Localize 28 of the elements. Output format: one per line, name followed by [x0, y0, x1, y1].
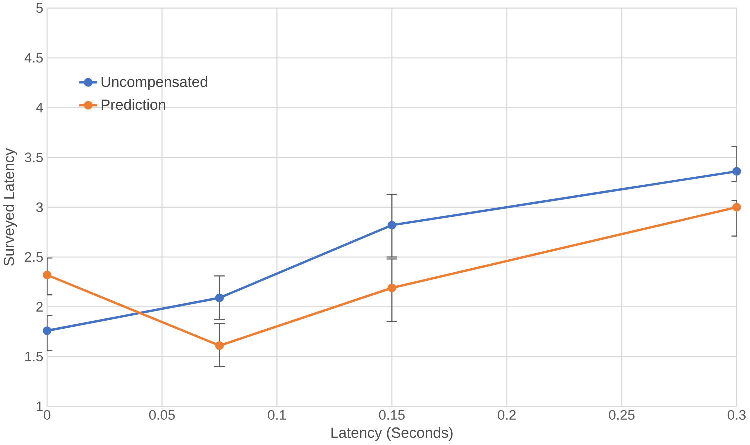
x-tick-label: 0.05	[149, 410, 176, 420]
y-tick-label: 5	[36, 4, 44, 14]
x-tick-label: 0.1	[268, 410, 286, 420]
point	[43, 326, 52, 336]
point	[215, 294, 224, 303]
point	[215, 342, 224, 350]
y-tick-label: 4.5	[24, 54, 44, 64]
y-axis-title: Surveyed Latency	[4, 148, 18, 266]
x-tick-label: 0.15	[379, 410, 405, 420]
x-tick-label: 0.2	[498, 410, 516, 420]
legend-label: Prediction	[102, 100, 166, 110]
y-tick-label: 1	[37, 402, 43, 412]
y-tick-label: 2.5	[25, 252, 44, 262]
x-tick-label: 0.3	[728, 410, 746, 420]
y-tick-label: 1.5	[26, 352, 44, 362]
point	[388, 284, 396, 293]
point	[732, 167, 742, 176]
legend-label: Uncompensated	[102, 76, 208, 90]
y-tick-label: 2	[36, 302, 43, 312]
x-axis-title: Latency (Seconds)	[332, 427, 453, 442]
x-tick-label: 0.25	[609, 410, 635, 420]
point	[388, 221, 396, 230]
y-tick-label: 3	[36, 202, 44, 213]
x-tick-label: 0	[44, 410, 51, 420]
y-tick-label: 3.5	[25, 153, 44, 163]
y-tick-label: 4	[36, 103, 44, 113]
point	[732, 203, 742, 212]
point	[43, 271, 52, 280]
